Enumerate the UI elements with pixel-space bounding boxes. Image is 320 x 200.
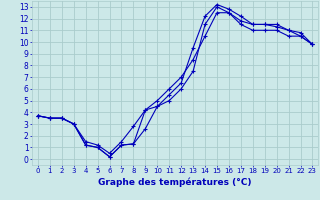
X-axis label: Graphe des températures (°C): Graphe des températures (°C) bbox=[99, 177, 252, 187]
